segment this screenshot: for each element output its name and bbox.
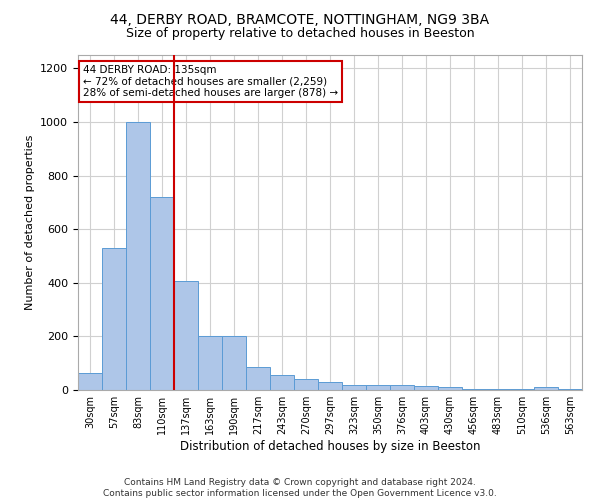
Bar xyxy=(78,372,102,390)
Bar xyxy=(174,282,198,390)
Bar xyxy=(102,248,126,390)
Bar xyxy=(318,382,342,390)
Text: 44 DERBY ROAD: 135sqm
← 72% of detached houses are smaller (2,259)
28% of semi-d: 44 DERBY ROAD: 135sqm ← 72% of detached … xyxy=(83,65,338,98)
Bar xyxy=(222,336,246,390)
Bar xyxy=(486,388,510,390)
Bar xyxy=(366,384,390,390)
Bar xyxy=(462,388,486,390)
Bar xyxy=(198,336,222,390)
Bar xyxy=(390,384,414,390)
Bar xyxy=(414,386,438,390)
Y-axis label: Number of detached properties: Number of detached properties xyxy=(25,135,35,310)
Text: Size of property relative to detached houses in Beeston: Size of property relative to detached ho… xyxy=(125,28,475,40)
Bar xyxy=(438,388,462,390)
Text: Contains HM Land Registry data © Crown copyright and database right 2024.
Contai: Contains HM Land Registry data © Crown c… xyxy=(103,478,497,498)
Bar xyxy=(270,376,294,390)
Bar xyxy=(150,197,174,390)
Text: 44, DERBY ROAD, BRAMCOTE, NOTTINGHAM, NG9 3BA: 44, DERBY ROAD, BRAMCOTE, NOTTINGHAM, NG… xyxy=(110,12,490,26)
Bar xyxy=(558,388,582,390)
Bar xyxy=(246,367,270,390)
X-axis label: Distribution of detached houses by size in Beeston: Distribution of detached houses by size … xyxy=(180,440,480,453)
Bar xyxy=(510,388,534,390)
Bar xyxy=(342,384,366,390)
Bar xyxy=(534,388,558,390)
Bar xyxy=(126,122,150,390)
Bar xyxy=(294,380,318,390)
